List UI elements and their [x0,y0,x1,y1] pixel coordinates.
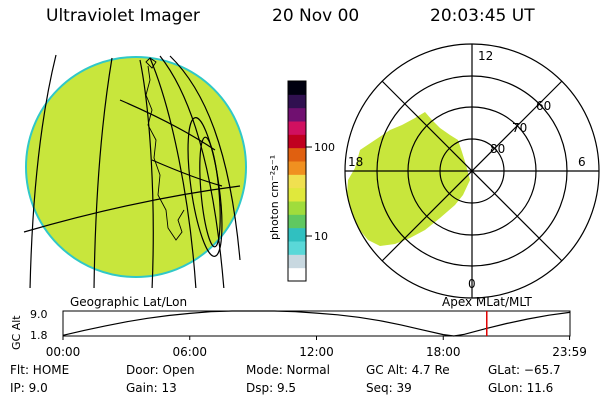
date-label: 20 Nov 00 [272,6,360,26]
timeline-xtick-label: 00:00 [46,345,81,359]
colorbar-gradient [288,81,306,282]
meridian-line [159,55,225,288]
mlt-label-0: 0 [468,277,476,291]
colorbar-band [288,254,306,269]
meridian-line [29,54,57,288]
meridian-line [93,57,113,288]
colorbar-band [288,147,306,162]
colorbar-band [288,201,306,215]
status-door: Door: Open [126,363,195,377]
timeline-xtick-label: 12:00 [299,345,334,359]
status-mode: Mode: Normal [246,363,330,377]
timeline-xtick-label: 06:00 [172,345,207,359]
coastline [145,57,157,69]
apex-label: Apex MLat/MLT [442,295,532,309]
colorbar-band [288,121,306,135]
polar-grid [344,43,600,299]
colorbar-band [288,174,306,189]
parallel-line [119,99,216,151]
time-label: 20:03:45 UT [430,6,535,26]
lat-lon-grid [23,54,241,288]
status-glat: GLat: −65.7 [488,363,561,377]
timeline-ytick: 1.8 [30,329,48,342]
timeline-xtick-label: 18:00 [426,345,461,359]
earth-disk [25,56,247,278]
status-gc-alt: GC Alt: 4.7 Re [366,363,450,377]
timeline-frame [62,310,571,337]
instrument-title: Ultraviolet Imager [46,6,200,26]
meridian-line [139,59,154,288]
polar-image: 12 18 6 0 60 70 80 [344,43,600,299]
mlt-label-18: 18 [348,155,363,169]
status-gain: Gain: 13 [126,381,177,395]
colorbar-unit-label: photon cm⁻²s⁻¹ [268,155,281,240]
timeline-xticks: 00:00 06:00 12:00 18:00 23:59 [46,336,587,359]
meridian-line [149,57,197,288]
mlt-label-6: 6 [578,155,586,169]
status-seq: Seq: 39 [366,381,412,395]
mlt-line [381,80,563,262]
coastline [145,65,185,241]
colorbar-frame [287,80,307,282]
status-flt: Flt: HOME [10,363,70,377]
status-ip: IP: 9.0 [10,381,48,395]
altitude-timeline: GC Alt 9.0 1.8 00:00 06:00 12:00 18:00 23:59 [10,308,587,359]
mlt-label-12: 12 [478,49,493,63]
lat-label-70: 70 [512,121,527,135]
timeline-ylabel: GC Alt [10,315,23,350]
colorbar-band [288,94,306,109]
parallel-line [23,185,241,233]
geographic-image [23,54,247,288]
colorbar-band [288,267,306,282]
timeline-xtick-label: 23:59 [552,345,587,359]
geographic-label: Geographic Lat/Lon [70,295,188,309]
status-glon: GLon: 11.6 [488,381,554,395]
status-dsp: Dsp: 9.5 [246,381,297,395]
colorbar-tick-label: 10 [314,230,328,243]
altitude-curve [62,310,570,337]
colorbar: 100 10 photon cm⁻²s⁻¹ [268,80,335,282]
colorbar-band [288,214,306,229]
colorbar-band [288,107,306,122]
parallel-line [151,159,223,187]
colorbar-band [288,161,306,175]
colorbar-band [288,134,306,149]
colorbar-band [288,227,306,242]
timeline-ytick: 9.0 [30,308,48,321]
parallel-ellipse [199,136,221,248]
colorbar-band [288,241,306,255]
colorbar-band [288,187,306,202]
lat-label-80: 80 [490,142,505,156]
lat-label-60: 60 [536,99,551,113]
colorbar-band [288,81,306,95]
meridian-line [169,55,241,261]
colorbar-tick-label: 100 [314,141,335,154]
